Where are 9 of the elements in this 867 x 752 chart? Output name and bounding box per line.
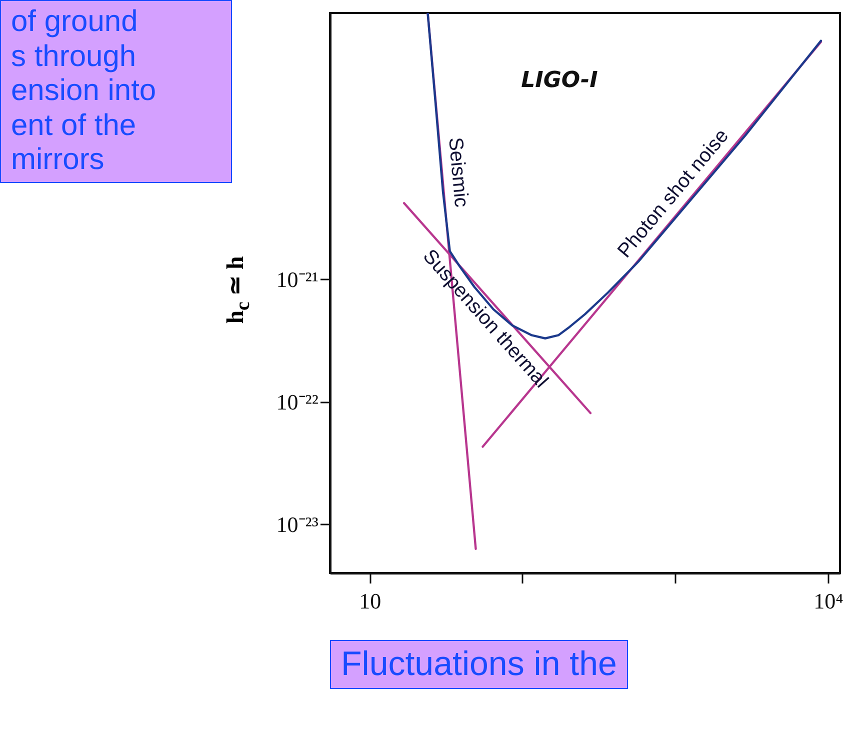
y-tick-label: 10⁻²¹ bbox=[276, 266, 318, 292]
text: Seismic bbox=[444, 136, 472, 208]
text: LIGO-I bbox=[521, 68, 598, 94]
x-tick-label: 10⁴ bbox=[814, 588, 844, 614]
y-tick-label: 10⁻²³ bbox=[276, 512, 319, 537]
y-tick-label: 10⁻²² bbox=[276, 389, 319, 414]
x-tick-label: 10 bbox=[359, 588, 382, 614]
text: Fluctuations in the bbox=[330, 640, 628, 690]
text: of ground s through ension into ent of the mirrors bbox=[0, 0, 232, 182]
